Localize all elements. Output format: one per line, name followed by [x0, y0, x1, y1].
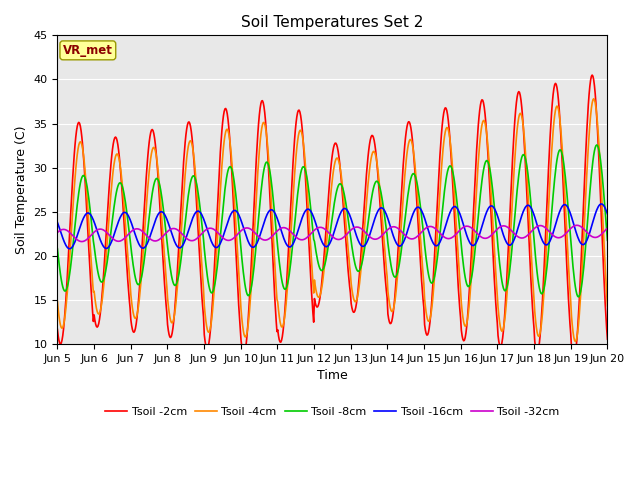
Text: VR_met: VR_met [63, 44, 113, 57]
Tsoil -2cm [415, 241, 423, 247]
Tsoil -8cm [575, 294, 582, 300]
Tsoil -4cm [590, 96, 598, 102]
Tsoil -32cm [604, 225, 611, 231]
Line: Tsoil -8cm: Tsoil -8cm [58, 145, 607, 297]
Tsoil -2cm [63, 273, 71, 278]
Tsoil -2cm [120, 218, 128, 224]
Tsoil -4cm [399, 194, 407, 200]
Tsoil -32cm [416, 231, 424, 237]
Tsoil -32cm [54, 229, 61, 235]
Tsoil -8cm [593, 142, 600, 148]
Tsoil -2cm [399, 162, 407, 168]
Tsoil -4cm [120, 201, 128, 207]
Tsoil -16cm [416, 205, 424, 211]
Y-axis label: Soil Temperature (C): Soil Temperature (C) [15, 125, 28, 254]
Tsoil -4cm [572, 338, 579, 344]
Tsoil -2cm [54, 326, 61, 332]
Tsoil -8cm [399, 232, 407, 238]
Tsoil -16cm [604, 211, 611, 217]
Line: Tsoil -32cm: Tsoil -32cm [58, 225, 607, 241]
Tsoil -8cm [120, 191, 128, 196]
Tsoil -4cm [176, 250, 184, 256]
Tsoil -32cm [78, 239, 86, 244]
Tsoil -16cm [177, 245, 184, 251]
Tsoil -16cm [63, 244, 71, 250]
Line: Tsoil -2cm: Tsoil -2cm [58, 75, 607, 359]
Tsoil -8cm [604, 238, 611, 243]
Tsoil -32cm [121, 235, 129, 241]
Tsoil -4cm [415, 218, 423, 224]
Tsoil -4cm [63, 289, 71, 295]
Tsoil -8cm [176, 265, 184, 271]
Tsoil -8cm [205, 283, 212, 288]
Line: Tsoil -16cm: Tsoil -16cm [58, 204, 607, 249]
Tsoil -4cm [604, 303, 611, 309]
Legend: Tsoil -2cm, Tsoil -4cm, Tsoil -8cm, Tsoil -16cm, Tsoil -32cm: Tsoil -2cm, Tsoil -4cm, Tsoil -8cm, Tsoi… [100, 402, 564, 421]
Tsoil -16cm [400, 238, 408, 244]
Tsoil -16cm [206, 234, 214, 240]
Tsoil -32cm [206, 225, 214, 231]
Tsoil -8cm [54, 246, 61, 252]
Tsoil -32cm [573, 222, 580, 228]
Tsoil -32cm [63, 228, 71, 233]
Tsoil -2cm [176, 224, 184, 229]
Tsoil -16cm [121, 209, 129, 215]
Title: Soil Temperatures Set 2: Soil Temperatures Set 2 [241, 15, 424, 30]
Tsoil -4cm [54, 298, 61, 304]
Tsoil -4cm [205, 329, 212, 335]
X-axis label: Time: Time [317, 370, 348, 383]
Tsoil -2cm [604, 336, 611, 342]
Tsoil -2cm [205, 340, 212, 346]
Line: Tsoil -4cm: Tsoil -4cm [58, 99, 607, 341]
Tsoil -32cm [177, 229, 184, 235]
Tsoil -8cm [63, 284, 71, 289]
Tsoil -16cm [66, 246, 74, 252]
Tsoil -8cm [415, 194, 423, 200]
Tsoil -32cm [400, 231, 408, 237]
Tsoil -2cm [588, 72, 596, 78]
Tsoil -2cm [570, 356, 578, 361]
Tsoil -16cm [54, 219, 61, 225]
Tsoil -16cm [598, 201, 605, 207]
